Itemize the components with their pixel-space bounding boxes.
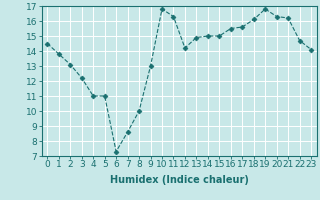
X-axis label: Humidex (Indice chaleur): Humidex (Indice chaleur)	[110, 175, 249, 185]
